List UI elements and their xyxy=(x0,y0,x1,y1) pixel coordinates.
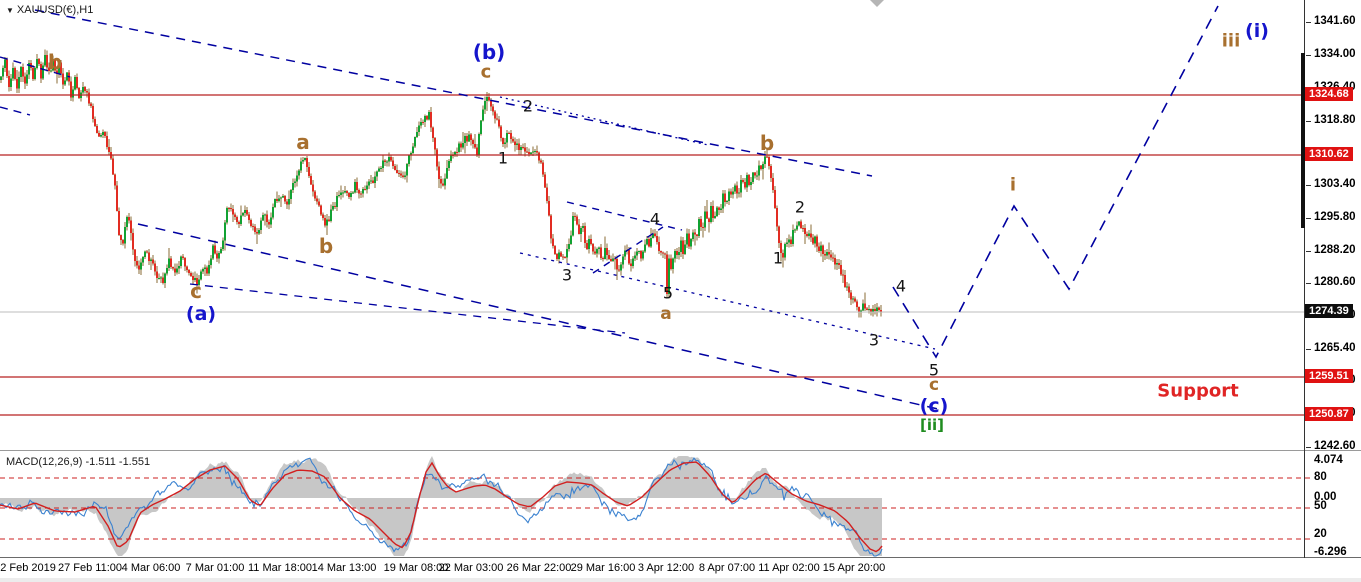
macd-level-lines xyxy=(0,477,1311,540)
wave-label: (a) xyxy=(186,303,216,325)
macd-axis-value: -6.296 xyxy=(1314,546,1347,558)
symbol-label[interactable]: ▼ XAUUSD(€),H1 xyxy=(6,4,93,16)
time-tick-label: 8 Apr 07:00 xyxy=(698,562,756,574)
price-tick-label: 1295.80 xyxy=(1306,211,1356,223)
macd-axis-value: 0.00 xyxy=(1314,491,1337,503)
price-tick-label: 1341.60 xyxy=(1306,15,1356,27)
time-tick-label: 27 Feb 11:00 xyxy=(57,562,123,574)
time-tick-label: 3 Apr 12:00 xyxy=(637,562,695,574)
time-tick-label: 26 Mar 22:00 xyxy=(506,562,572,574)
price-badge-support-line: 1250.87 xyxy=(1305,407,1353,421)
macd-axis-value: 80 xyxy=(1314,471,1327,483)
time-tick-label: 7 Mar 01:00 xyxy=(185,562,245,574)
time-tick-label: 11 Mar 18:00 xyxy=(247,562,313,574)
macd-axis-value: 4.074 xyxy=(1314,454,1343,466)
symbol-label-text: XAUUSD(€),H1 xyxy=(16,4,94,16)
macd-main-line xyxy=(0,456,883,557)
price-tick-label: 1318.80 xyxy=(1306,114,1356,126)
candles xyxy=(0,49,882,318)
wave-label: [ii] xyxy=(920,416,944,434)
price-badge-resistance-line: 1310.62 xyxy=(1305,147,1353,161)
time-tick-label: 15 Apr 20:00 xyxy=(822,562,886,574)
chart-scroll-marker-icon[interactable] xyxy=(870,0,884,7)
time-tick-label: 22 Mar 03:00 xyxy=(438,562,504,574)
price-badge-support-line: 1259.51 xyxy=(1305,369,1353,383)
wave-label: 2 xyxy=(795,198,805,217)
wave-label: 1 xyxy=(498,149,508,168)
time-tick-label: 29 Mar 16:00 xyxy=(570,562,636,574)
wave-label: 5 xyxy=(663,284,673,303)
macd-signal-line xyxy=(0,461,883,553)
price-tick-label: 1288.20 xyxy=(1306,244,1356,256)
horizontal-price-lines[interactable] xyxy=(0,94,1304,416)
wave-label: iii xyxy=(1222,31,1241,52)
wave-label: 4 xyxy=(896,277,906,296)
wave-label: b xyxy=(760,131,774,155)
wave-label: 3 xyxy=(869,331,879,350)
wave-label: c xyxy=(929,375,939,395)
time-axis[interactable]: 22 Feb 2019 27 Feb 11:00 4 Mar 06:00 7 Mar … xyxy=(0,558,1361,578)
wave-label: 4 xyxy=(650,210,660,229)
wave-label: 1 xyxy=(773,249,783,268)
wave-label: a xyxy=(296,130,310,154)
wave-label: 3 xyxy=(562,266,572,285)
price-tick-label: 1334.00 xyxy=(1306,48,1356,60)
macd-axis-value: 20 xyxy=(1314,528,1327,540)
time-tick-label: 14 Mar 13:00 xyxy=(311,562,377,574)
dropdown-arrow-icon: ▼ xyxy=(6,6,14,15)
price-badge-current-price: 1274.39 xyxy=(1305,304,1353,318)
wave-label: a xyxy=(660,304,671,324)
wave-label: Support xyxy=(1157,381,1239,402)
time-tick-label: 4 Mar 06:00 xyxy=(121,562,181,574)
wave-label: c xyxy=(190,279,202,303)
wave-label: c xyxy=(481,62,492,83)
wave-label: i xyxy=(1010,175,1016,196)
axis-highlight-bar xyxy=(1301,53,1305,228)
price-axis[interactable]: 1341.601334.001326.401318.801303.401295.… xyxy=(1305,0,1361,582)
time-tick-label: 19 Mar 08:00 xyxy=(383,562,449,574)
price-tick-label: 1242.60 xyxy=(1306,440,1356,452)
price-tick-label: 1265.40 xyxy=(1306,342,1356,354)
trendlines[interactable] xyxy=(0,5,1219,410)
wave-label: (i) xyxy=(1245,20,1269,42)
time-tick-label: 11 Apr 02:00 xyxy=(758,562,820,574)
macd-axis-value: 50 xyxy=(1314,500,1327,512)
wave-label: b xyxy=(319,234,333,258)
macd-indicator-label: MACD(12,26,9) -1.511 -1.551 xyxy=(6,456,151,468)
window-bottom-edge xyxy=(0,578,1361,582)
wave-label: 2 xyxy=(523,97,533,116)
time-tick-label: 22 Feb 2019 xyxy=(0,562,56,574)
wave-label: b xyxy=(48,50,62,74)
price-badge-resistance-line: 1324.68 xyxy=(1305,87,1353,101)
price-tick-label: 1280.60 xyxy=(1306,276,1356,288)
wave-label: 5 xyxy=(929,361,939,380)
wave-label: (c) xyxy=(920,395,949,417)
price-tick-label: 1303.40 xyxy=(1306,178,1356,190)
macd-histogram xyxy=(0,456,882,556)
wave-label: (b) xyxy=(473,40,506,64)
